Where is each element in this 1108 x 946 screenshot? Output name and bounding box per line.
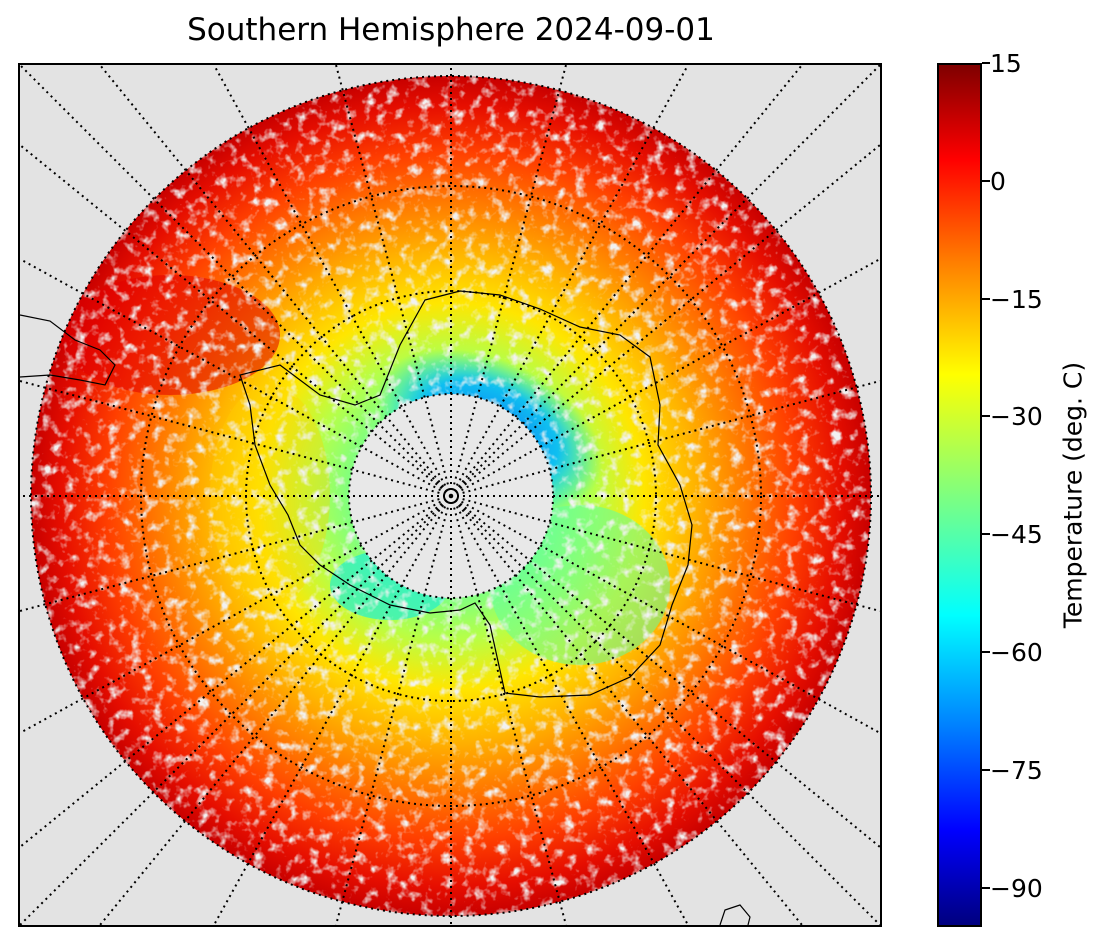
colorbar-tick [982, 651, 990, 654]
colorbar-tick-label: −90 [990, 873, 1043, 903]
graticule [20, 65, 880, 925]
colorbar-label: Temperature (deg. C) [1058, 361, 1088, 629]
colorbar-tick-label: 0 [990, 166, 1006, 196]
colorbar-tick-label: −60 [990, 638, 1043, 668]
map-title: Southern Hemisphere 2024-09-01 [187, 12, 715, 48]
colorbar-tick [982, 768, 990, 771]
colorbar-tick-label: −75 [990, 755, 1043, 785]
colorbar-tick-label: 15 [990, 49, 1022, 78]
colorbar-tick [982, 533, 990, 536]
colorbar-tick [982, 415, 990, 418]
colorbar-tick-label: −15 [990, 284, 1043, 314]
colorbar-tick-label: −30 [990, 402, 1043, 432]
colorbar-tick [982, 179, 990, 182]
colorbar-tick [982, 886, 990, 889]
colorbar-tick [982, 62, 990, 64]
map-canvas [20, 65, 880, 925]
polar-map [18, 63, 882, 927]
colorbar-tick [982, 297, 990, 300]
coastline [20, 290, 751, 925]
colorbar-tick-label: −45 [990, 520, 1043, 550]
colorbar [937, 63, 982, 927]
